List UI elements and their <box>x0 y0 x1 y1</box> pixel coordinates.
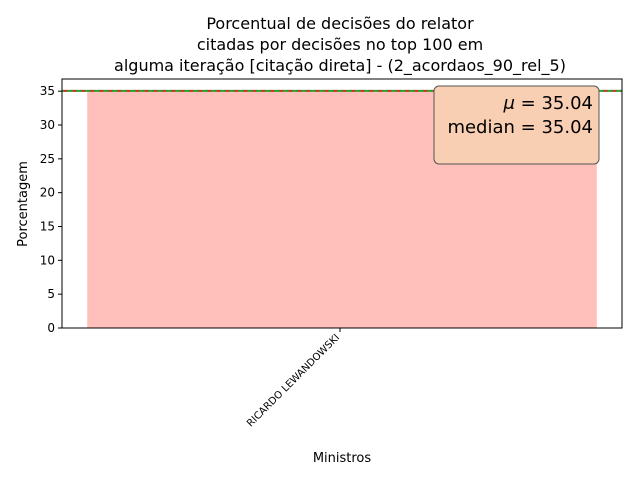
y-tick-label: 20 <box>40 186 55 200</box>
stats-mean-value: 35.04 <box>541 93 593 114</box>
y-tick-label: 15 <box>40 220 55 234</box>
stats-box-background <box>433 85 600 165</box>
y-tick-label: 25 <box>40 152 55 166</box>
stats-mean-equals: = <box>515 93 542 114</box>
stats-mean-symbol: μ <box>502 93 514 114</box>
plot-frame <box>61 78 623 329</box>
y-tick-label: 35 <box>40 84 55 98</box>
chart-title-line-3: alguma iteração [citação direta] - (2_ac… <box>114 56 566 76</box>
chart-title-line-1: Porcentual de decisões do relator <box>206 14 474 33</box>
y-axis: 0 5 10 15 20 25 30 35 <box>40 84 62 335</box>
y-tick-label: 10 <box>40 253 55 267</box>
stats-median: median = 35.04 <box>447 117 593 138</box>
y-tick-label: 30 <box>40 118 55 132</box>
stats-median-equals: = <box>515 117 542 138</box>
y-tick-label: 0 <box>47 321 55 335</box>
chart-title-line-2: citadas por decisões no top 100 em <box>197 35 483 54</box>
y-tick-label: 5 <box>47 287 55 301</box>
stats-median-value: 35.04 <box>541 117 593 138</box>
stats-mean: μ = 35.04 <box>502 93 593 114</box>
stats-box: μ = 35.04 median = 35.04 <box>433 85 600 165</box>
x-axis-label: Ministros <box>313 451 372 466</box>
y-axis-label: Porcentagem <box>16 161 31 247</box>
stats-median-label: median <box>447 117 514 138</box>
